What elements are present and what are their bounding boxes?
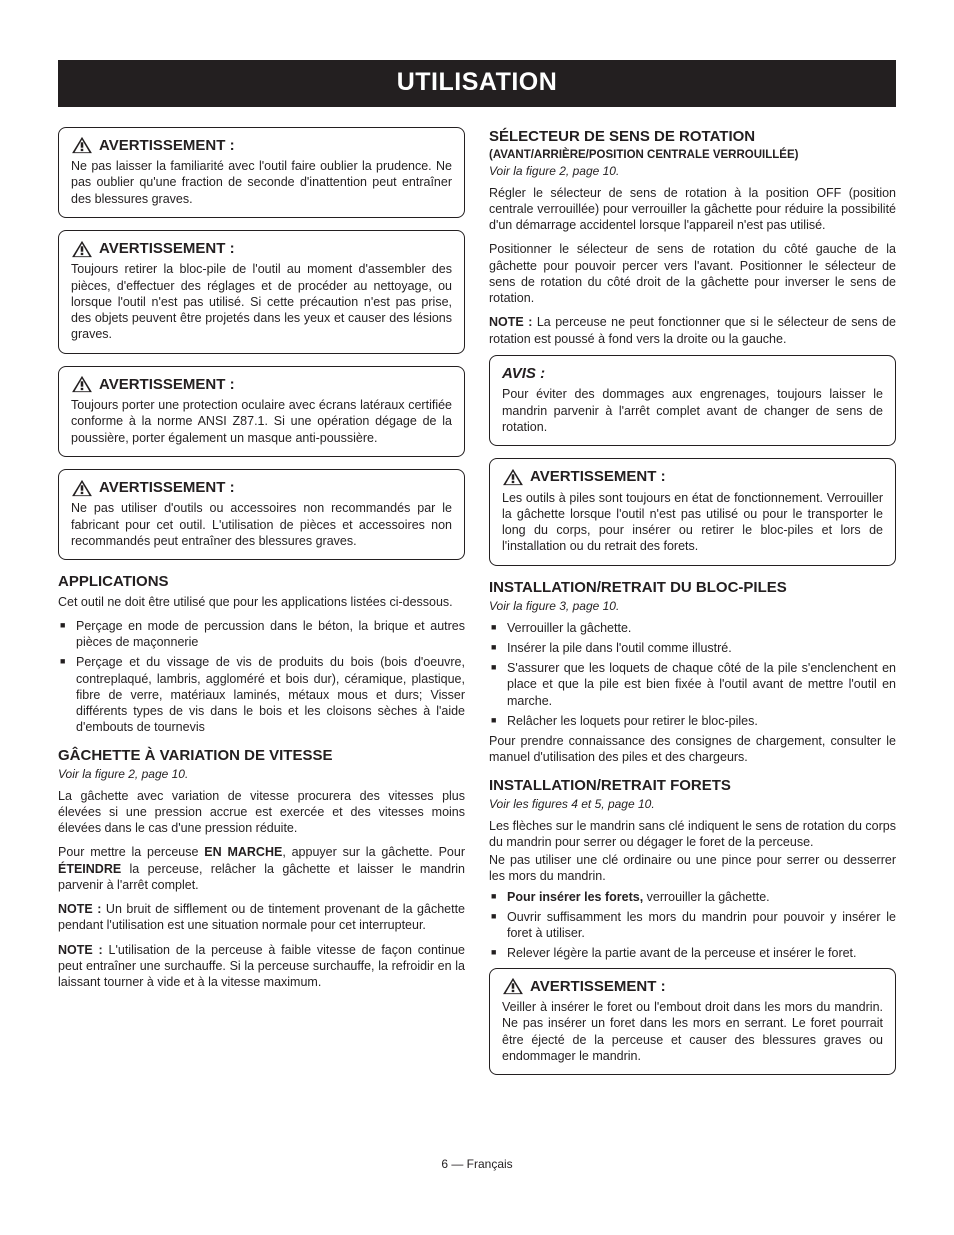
speed-fig-ref: Voir la figure 2, page 10. (58, 767, 465, 783)
warning-box-4: AVERTISSEMENT : Ne pas utiliser d'outils… (58, 469, 465, 560)
list-item: Verrouiller la gâchette. (491, 620, 896, 636)
warning-box-3: AVERTISSEMENT : Toujours porter une prot… (58, 366, 465, 457)
note-label: NOTE : (489, 315, 532, 329)
list-item: S'assurer que les loquets de chaque côté… (491, 660, 896, 709)
warning-box-5: AVERTISSEMENT : Les outils à piles sont … (489, 458, 896, 566)
warning-triangle-icon (71, 479, 93, 497)
avis-box: AVIS : Pour éviter des dommages aux engr… (489, 355, 896, 446)
warning-3-head-text: AVERTISSEMENT : (99, 375, 235, 395)
warning-3-header: AVERTISSEMENT : (71, 375, 452, 395)
speed-note1: NOTE : Un bruit de sifflement ou de tint… (58, 901, 465, 934)
list-item: Perçage et du vissage de vis de produits… (60, 654, 465, 735)
warning-triangle-icon (71, 136, 93, 154)
warning-1-header: AVERTISSEMENT : (71, 136, 452, 156)
selector-note: NOTE : La perceuse ne peut fonctionner q… (489, 314, 896, 347)
avis-body: Pour éviter des dommages aux engrenages,… (502, 386, 883, 435)
text-span: Pour mettre la perceuse (58, 845, 204, 859)
list-item: Ouvrir suffisamment les mors du mandrin … (491, 909, 896, 942)
bits-list: Pour insérer les forets, verrouiller la … (489, 889, 896, 962)
bits-p2: Ne pas utiliser une clé ordinaire ou une… (489, 852, 896, 885)
list-item: Relever légère la partie avant de la per… (491, 945, 896, 961)
warning-6-body: Veiller à insérer le foret ou l'embout d… (502, 999, 883, 1064)
bits-fig: Voir les figures 4 et 5, page 10. (489, 797, 896, 813)
warning-1-head-text: AVERTISSEMENT : (99, 136, 235, 156)
warning-4-header: AVERTISSEMENT : (71, 478, 452, 498)
speed-head: GÂCHETTE À VARIATION DE VITESSE (58, 746, 465, 766)
warning-4-body: Ne pas utiliser d'outils ou accessoires … (71, 500, 452, 549)
list-item: Insérer la pile dans l'outil comme illus… (491, 640, 896, 656)
warning-6-header: AVERTISSEMENT : (502, 977, 883, 997)
applications-head: APPLICATIONS (58, 572, 465, 592)
applications-intro: Cet outil ne doit être utilisé que pour … (58, 594, 465, 610)
warning-triangle-icon (502, 977, 524, 995)
list-item: Pour insérer les forets, verrouiller la … (491, 889, 896, 905)
note-label: NOTE : (58, 943, 103, 957)
warning-triangle-icon (71, 375, 93, 393)
selector-sub: (AVANT/ARRIÈRE/POSITION CENTRALE VERROUI… (489, 148, 896, 163)
bold-span: Pour insérer les forets, (507, 890, 643, 904)
warning-box-6: AVERTISSEMENT : Veiller à insérer le for… (489, 968, 896, 1076)
warning-2-head-text: AVERTISSEMENT : (99, 239, 235, 259)
speed-p1: La gâchette avec variation de vitesse pr… (58, 788, 465, 837)
bits-p1: Les flèches sur le mandrin sans clé indi… (489, 818, 896, 851)
warning-1-body: Ne pas laisser la familiarité avec l'out… (71, 158, 452, 207)
note-text: L'utilisation de la perceuse à faible vi… (58, 943, 465, 990)
right-column: SÉLECTEUR DE SENS DE ROTATION (AVANT/ARR… (489, 127, 896, 1088)
warning-2-header: AVERTISSEMENT : (71, 239, 452, 259)
battery-list: Verrouiller la gâchette. Insérer la pile… (489, 620, 896, 730)
warning-5-header: AVERTISSEMENT : (502, 467, 883, 487)
text-span: , appuyer sur la gâchette. Pour (282, 845, 465, 859)
speed-p2: Pour mettre la perceuse EN MARCHE, appuy… (58, 844, 465, 893)
warning-box-2: AVERTISSEMENT : Toujours retirer la bloc… (58, 230, 465, 354)
warning-4-head-text: AVERTISSEMENT : (99, 478, 235, 498)
list-item: Perçage en mode de percussion dans le bé… (60, 618, 465, 651)
selector-p2: Positionner le sélecteur de sens de rota… (489, 241, 896, 306)
warning-5-head-text: AVERTISSEMENT : (530, 467, 666, 487)
speed-note2: NOTE : L'utilisation de la perceuse à fa… (58, 942, 465, 991)
page-title: UTILISATION (58, 60, 896, 107)
battery-head: INSTALLATION/RETRAIT DU BLOC-PILES (489, 578, 896, 598)
bold-span: ÉTEINDRE (58, 862, 121, 876)
avis-head: AVIS : (502, 364, 883, 384)
warning-3-body: Toujours porter une protection oculaire … (71, 397, 452, 446)
warning-box-1: AVERTISSEMENT : Ne pas laisser la famili… (58, 127, 465, 218)
applications-list: Perçage en mode de percussion dans le bé… (58, 618, 465, 736)
battery-fig: Voir la figure 3, page 10. (489, 599, 896, 615)
content-columns: AVERTISSEMENT : Ne pas laisser la famili… (58, 127, 896, 1088)
text-span: verrouiller la gâchette. (643, 890, 769, 904)
warning-triangle-icon (71, 240, 93, 258)
note-label: NOTE : (58, 902, 101, 916)
selector-fig: Voir la figure 2, page 10. (489, 164, 896, 180)
warning-2-body: Toujours retirer la bloc-pile de l'outil… (71, 261, 452, 342)
left-column: AVERTISSEMENT : Ne pas laisser la famili… (58, 127, 465, 1088)
note-text: La perceuse ne peut fonctionner que si l… (489, 315, 896, 345)
selector-p1: Régler le sélecteur de sens de rotation … (489, 185, 896, 234)
warning-6-head-text: AVERTISSEMENT : (530, 977, 666, 997)
selector-head: SÉLECTEUR DE SENS DE ROTATION (489, 127, 896, 147)
warning-triangle-icon (502, 468, 524, 486)
battery-p1: Pour prendre connaissance des consignes … (489, 733, 896, 766)
warning-5-body: Les outils à piles sont toujours en état… (502, 490, 883, 555)
bold-span: EN MARCHE (204, 845, 282, 859)
list-item: Relâcher les loquets pour retirer le blo… (491, 713, 896, 729)
note-text: Un bruit de sifflement ou de tintement p… (58, 902, 465, 932)
page-footer: 6 — Français (58, 1157, 896, 1173)
bits-head: INSTALLATION/RETRAIT FORETS (489, 776, 896, 796)
